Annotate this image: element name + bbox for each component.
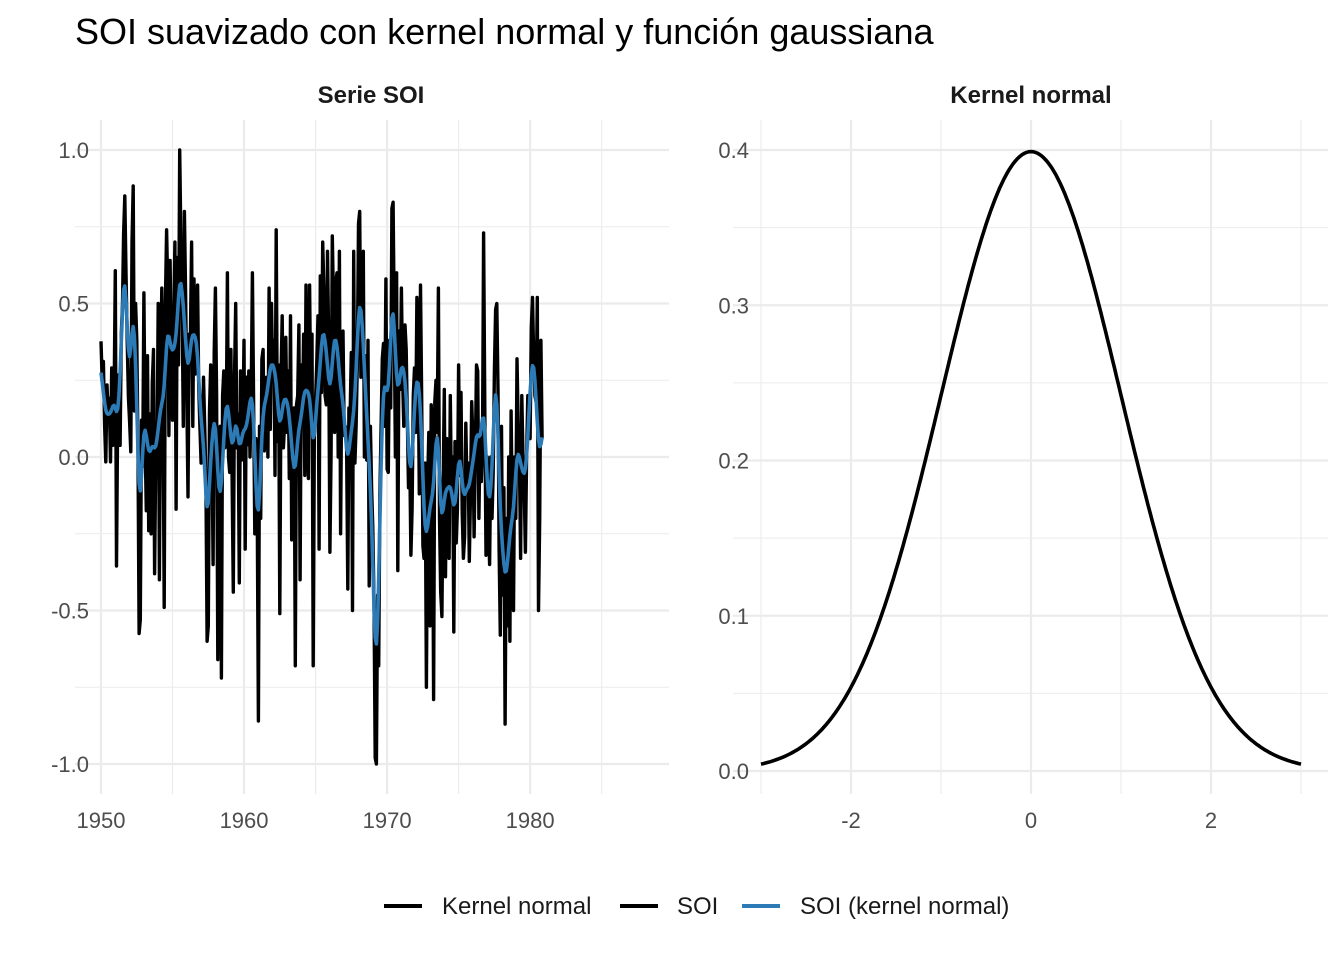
soi-series-lines: [99, 148, 544, 766]
soi-y-tick-labels: -1.0 -0.5 0.0 0.5 1.0: [51, 138, 89, 777]
chart-title: SOI suavizado con kernel normal y funció…: [75, 11, 934, 52]
kernel-x-tick-label: 0: [1025, 808, 1037, 833]
kernel-density-line: [760, 149, 1302, 766]
soi-raw-line: [99, 148, 544, 766]
soi-y-tick-label: 1.0: [58, 138, 89, 163]
soi-y-tick-label: 0.5: [58, 292, 89, 317]
soi-x-tick-label: 1980: [506, 808, 555, 833]
soi-y-tick-label: 0.0: [58, 445, 89, 470]
soi-x-tick-label: 1960: [220, 808, 269, 833]
kernel-y-tick-label: 0.1: [718, 604, 749, 629]
kernel-y-tick-label: 0.4: [718, 138, 749, 163]
kernel-y-tick-label: 0.2: [718, 449, 749, 474]
panel-title-soi: Serie SOI: [318, 82, 425, 109]
legend: Kernel normal SOI SOI (kernel normal): [384, 893, 1009, 920]
kernel-y-tick-label: 0.0: [718, 759, 749, 784]
soi-x-tick-labels: 1950 1960 1970 1980: [77, 808, 555, 833]
kernel-y-tick-labels: 0.0 0.1 0.2 0.3 0.4: [718, 138, 749, 784]
soi-x-tick-label: 1950: [77, 808, 126, 833]
legend-label-kernel-normal: Kernel normal: [442, 893, 591, 920]
kernel-x-tick-labels: -2 0 2: [841, 808, 1217, 833]
panel-soi: Serie SOI -1.0 -0.5 0.0 0.5 1.0 1950 1960 1970…: [51, 82, 669, 833]
kernel-gridlines: [733, 120, 1328, 794]
legend-label-soi: SOI: [677, 893, 718, 920]
kernel-x-tick-label: 2: [1205, 808, 1217, 833]
kernel-y-tick-label: 0.3: [718, 293, 749, 318]
soi-y-tick-label: -0.5: [51, 599, 89, 624]
soi-smoothed-line: [99, 281, 544, 646]
legend-label-soi-smoothed: SOI (kernel normal): [800, 893, 1009, 920]
panel-title-kernel: Kernel normal: [950, 82, 1111, 109]
kernel-x-tick-label: -2: [841, 808, 861, 833]
kernel-series-lines: [760, 149, 1302, 766]
soi-x-tick-label: 1970: [363, 808, 412, 833]
soi-y-tick-label: -1.0: [51, 752, 89, 777]
panel-kernel: Kernel normal 0.0 0.1 0.2 0.3 0.4 -2 0 2: [718, 82, 1328, 833]
